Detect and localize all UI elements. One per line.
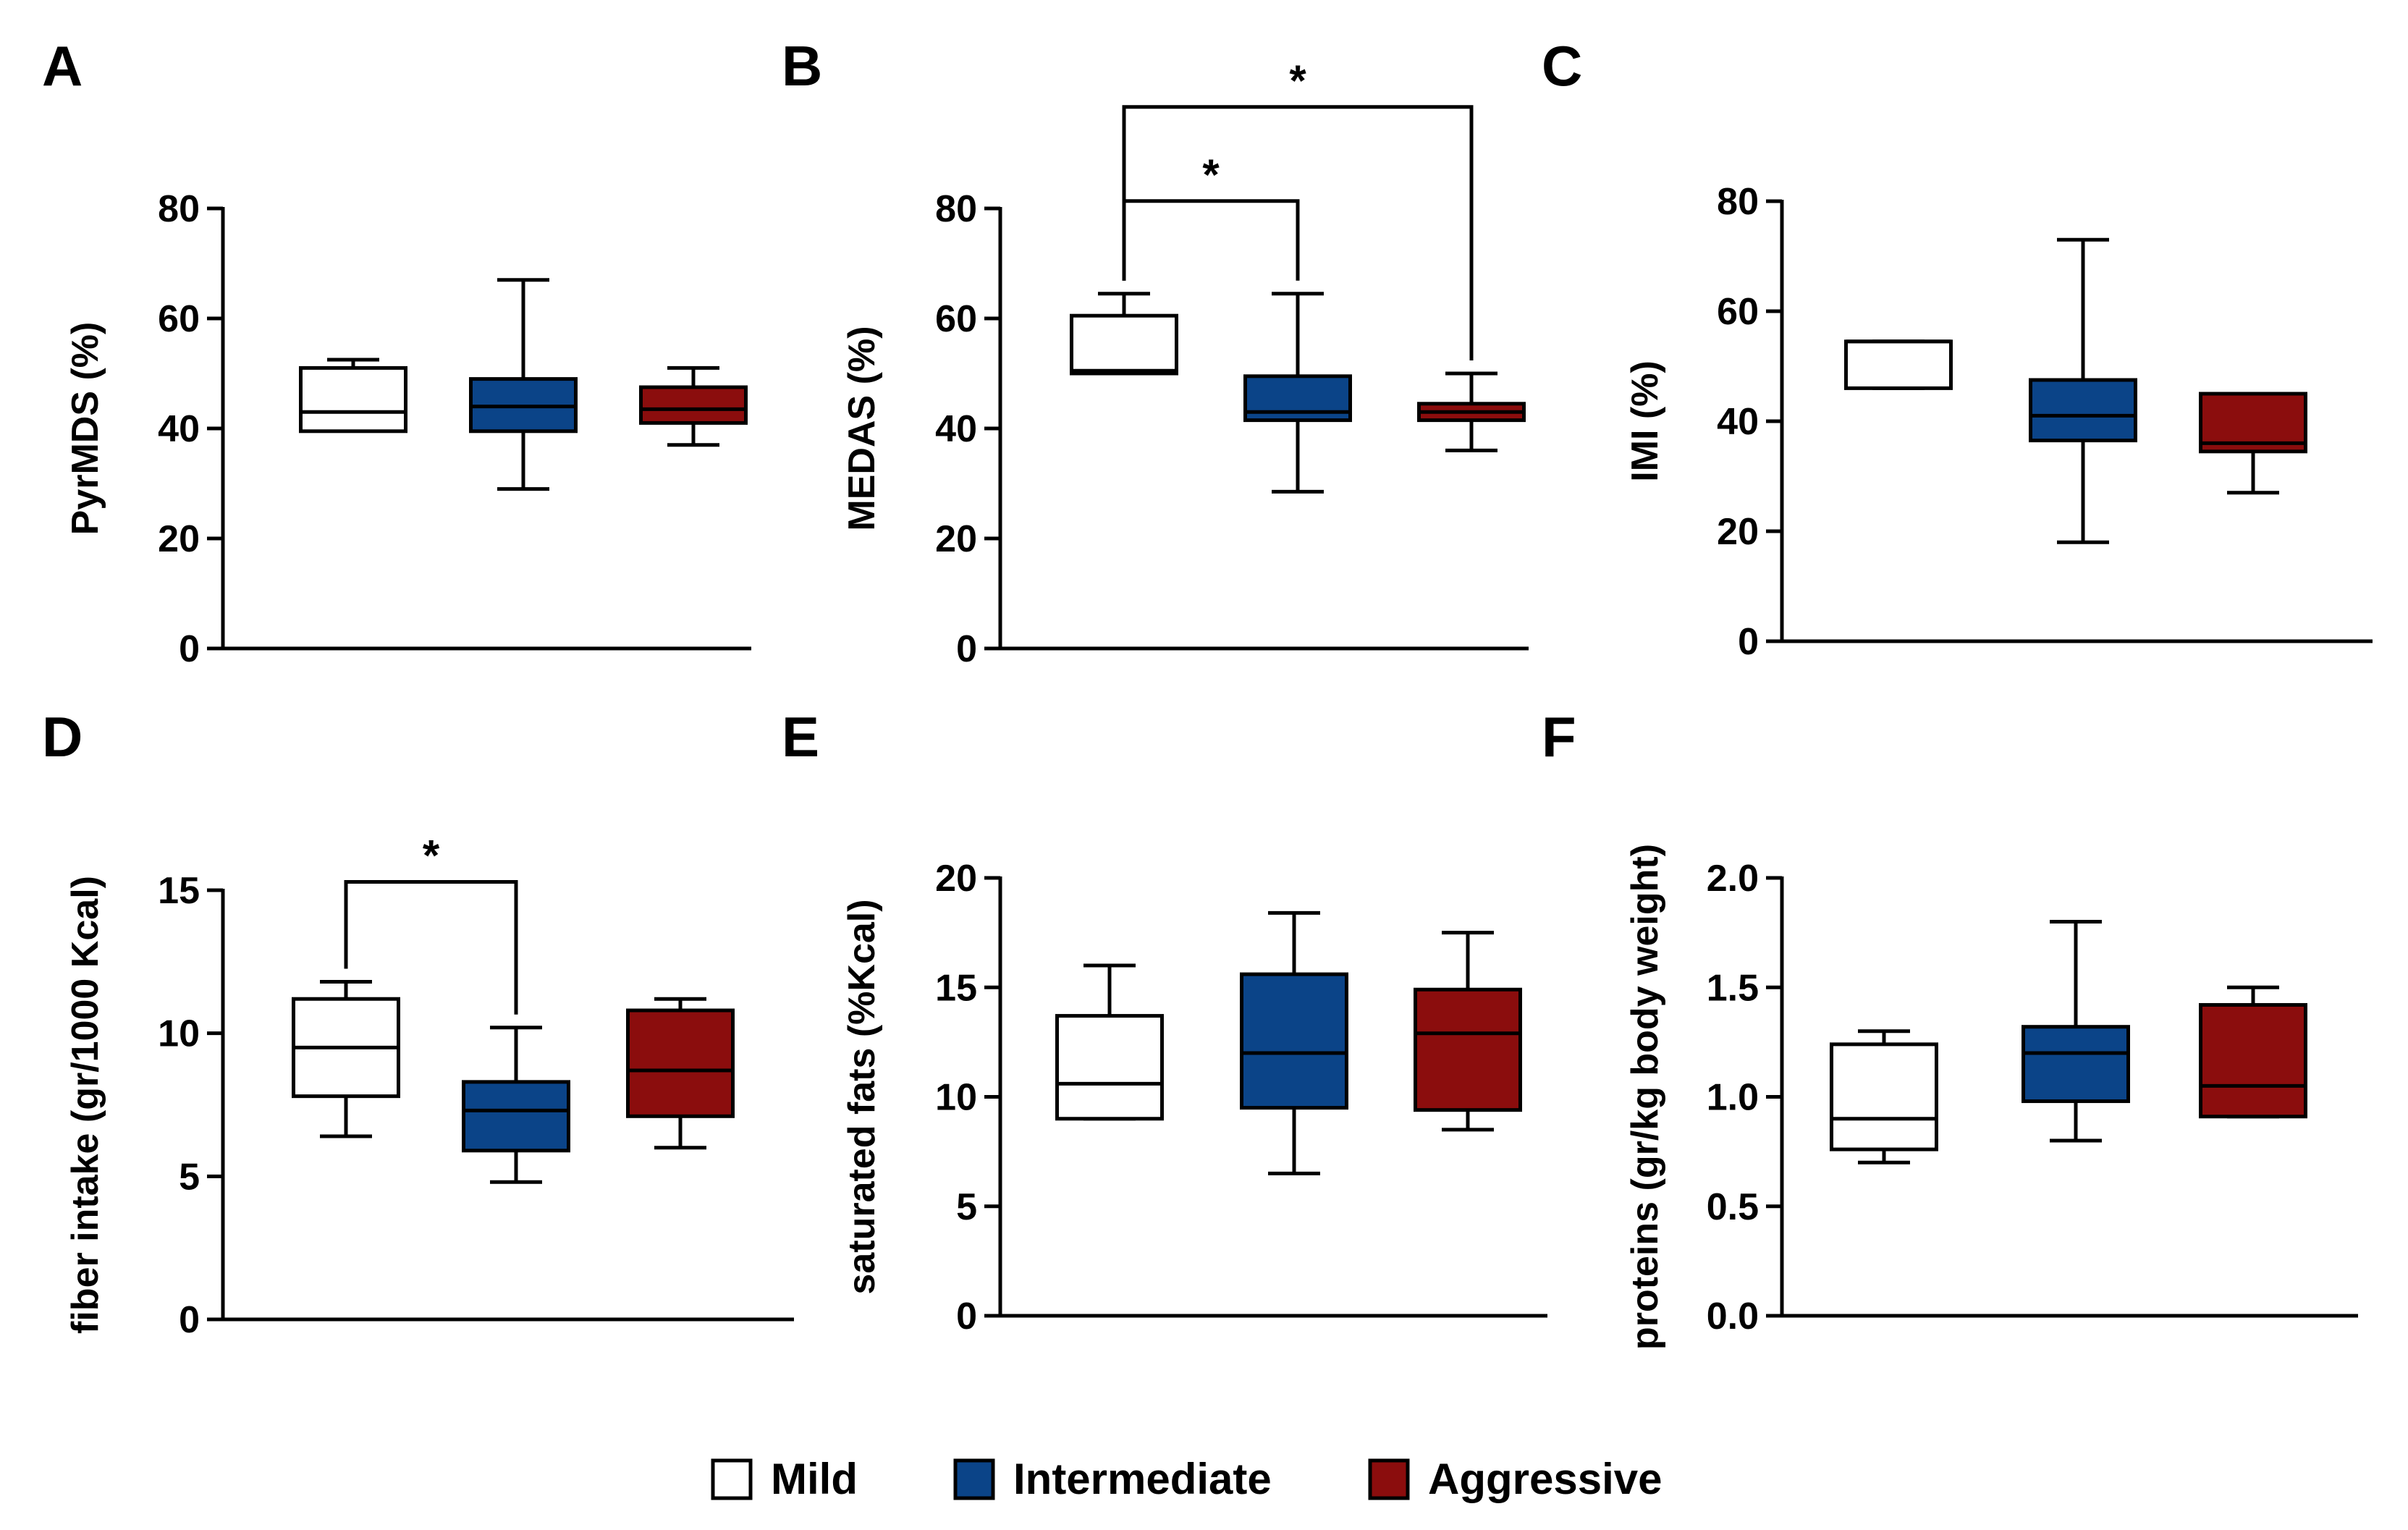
y-tick-label: 0 (956, 1296, 977, 1337)
y-tick-label: 0.5 (1707, 1186, 1759, 1228)
significance-bracket (344, 880, 518, 1015)
y-axis-label: proteins (gr/kg body weight) (1624, 844, 1666, 1350)
y-tick-label: 0 (179, 628, 200, 670)
y-tick-label: 10 (935, 1077, 977, 1119)
panel-letter: B (782, 34, 822, 98)
y-tick-label: 40 (1717, 401, 1759, 443)
box-body (1830, 1042, 1938, 1151)
box-aggressive (1414, 931, 1522, 1132)
box-aggressive (1417, 371, 1526, 452)
y-axis-label: PyrMDS (%) (64, 322, 106, 536)
y-tick-label: 60 (935, 298, 977, 340)
box-aggressive (626, 997, 735, 1150)
y-tick-label: 80 (935, 188, 977, 230)
significance-star: * (1202, 151, 1220, 199)
y-tick-label: 20 (935, 858, 977, 900)
significance-bracket (1122, 199, 1300, 281)
y-tick-label: 1.5 (1707, 967, 1759, 1009)
panel-letter: C (1542, 34, 1582, 98)
y-tick-label: 0 (1738, 621, 1759, 663)
y-tick-label: 20 (158, 518, 200, 560)
box-body (2199, 1002, 2307, 1119)
panel-letter: D (42, 705, 83, 769)
panel-letter: F (1542, 705, 1576, 769)
y-tick-label: 1.0 (1707, 1077, 1759, 1119)
box-body (626, 1008, 735, 1118)
box-mild (1830, 1029, 1938, 1165)
box-mild (1055, 963, 1164, 1121)
legend-swatch-aggressive (1368, 1458, 1410, 1500)
y-tick-label: 40 (158, 408, 200, 450)
box-intermediate (2022, 920, 2130, 1143)
y-tick-label: 0 (179, 1299, 200, 1341)
legend-swatch-intermediate (953, 1458, 995, 1500)
box-mild (299, 358, 407, 434)
box-body (2029, 378, 2137, 443)
box-aggressive (2199, 392, 2307, 495)
legend-swatch-mild (711, 1458, 753, 1500)
y-tick-label: 0 (956, 628, 977, 670)
box-mild (1844, 339, 1953, 390)
box-aggressive (2199, 985, 2307, 1119)
y-tick-label: 80 (1717, 181, 1759, 223)
box-mild (292, 980, 400, 1138)
legend-label-intermediate: Intermediate (1013, 1455, 1272, 1503)
significance-bracket (1122, 105, 1474, 360)
significance-star: * (423, 832, 440, 880)
y-tick-label: 80 (158, 188, 200, 230)
box-intermediate (462, 1026, 570, 1184)
y-tick-label: 15 (158, 870, 200, 912)
legend: Mild Intermediate Aggressive (711, 1455, 1663, 1503)
box-aggressive (639, 365, 748, 447)
y-tick-label: 60 (158, 298, 200, 340)
y-tick-label: 20 (1717, 511, 1759, 553)
panel-e: E 0 5 10 15 20 saturated fats (%Kcal) (782, 705, 1547, 1337)
box-body (1844, 339, 1953, 390)
box-body (1055, 1014, 1164, 1121)
panel-a: A 0 20 40 60 80 PyrMDS (%) (42, 34, 751, 670)
box-body (462, 1080, 570, 1153)
panel-c: C 0 20 40 60 80 IMI (%) (1542, 34, 2373, 663)
box-body (1414, 987, 1522, 1112)
panel-b: B 0 20 40 60 80 MEDAS (%) * * (782, 34, 1529, 670)
panel-letter: A (42, 34, 83, 98)
box-body (1070, 313, 1178, 376)
y-tick-label: 5 (956, 1186, 977, 1228)
y-tick-label: 20 (935, 518, 977, 560)
box-body (299, 365, 407, 434)
box-intermediate (469, 278, 578, 491)
box-intermediate (2029, 237, 2137, 544)
y-axis-label: fiber intake (gr/1000 Kcal) (64, 876, 106, 1334)
y-tick-label: 60 (1717, 291, 1759, 333)
panel-f: F 0.0 0.5 1.0 1.5 2.0 proteins (gr/kg body wei… (1542, 705, 2358, 1350)
panel-d: D 0 5 10 15 fiber intake (gr/1000 Kcal) * (42, 705, 794, 1341)
y-tick-label: 10 (158, 1013, 200, 1055)
y-tick-label: 5 (179, 1156, 200, 1198)
y-tick-label: 2.0 (1707, 858, 1759, 900)
y-axis-label: IMI (%) (1624, 360, 1666, 482)
box-body (639, 385, 748, 425)
y-axis-label: MEDAS (%) (841, 326, 883, 531)
panel-letter: E (782, 705, 819, 769)
y-tick-label: 15 (935, 967, 977, 1009)
y-axis-label: saturated fats (%Kcal) (841, 899, 883, 1294)
significance-star: * (1289, 56, 1306, 105)
y-tick-label: 40 (935, 408, 977, 450)
y-tick-label: 0.0 (1707, 1296, 1759, 1337)
box-intermediate (1240, 910, 1348, 1175)
legend-label-aggressive: Aggressive (1428, 1455, 1663, 1503)
box-mild (1070, 292, 1178, 376)
box-intermediate (1243, 292, 1352, 494)
box-body (2022, 1025, 2130, 1104)
legend-label-mild: Mild (771, 1455, 858, 1503)
box-body (1240, 972, 1348, 1110)
